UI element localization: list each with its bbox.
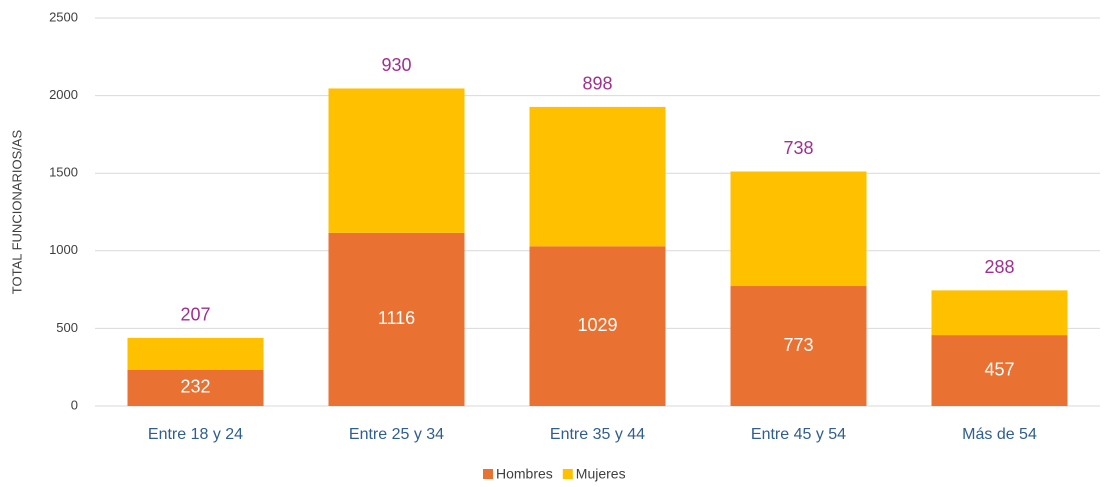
data-label: 207 xyxy=(180,305,210,325)
bar-segment xyxy=(931,290,1068,336)
y-axis-label: TOTAL FUNCIONARIOS/AS xyxy=(9,129,24,294)
legend-swatch xyxy=(483,469,493,479)
x-tick-label: Entre 18 y 24 xyxy=(148,426,243,443)
data-label: 232 xyxy=(180,377,210,397)
y-tick-label: 2500 xyxy=(49,9,78,24)
x-tick-label: Más de 54 xyxy=(962,426,1037,443)
bar-segment xyxy=(328,232,465,406)
legend-label: Mujeres xyxy=(576,466,626,482)
x-tick-label: Entre 45 y 54 xyxy=(751,426,846,443)
data-label: 773 xyxy=(783,335,813,355)
data-label: 1029 xyxy=(577,315,617,335)
x-tick-label: Entre 35 y 44 xyxy=(550,426,645,443)
bar-segment xyxy=(127,369,264,406)
data-label: 738 xyxy=(783,138,813,158)
legend-label: Hombres xyxy=(496,466,553,482)
bar-segment xyxy=(931,335,1068,406)
data-label: 1116 xyxy=(378,308,415,328)
data-label: 898 xyxy=(582,74,612,94)
y-tick-label: 500 xyxy=(56,320,78,335)
legend-swatch xyxy=(562,469,573,479)
bar-segment xyxy=(529,106,666,247)
bar-segment xyxy=(730,286,867,406)
data-label: 457 xyxy=(984,359,1014,379)
bar-segment xyxy=(127,337,264,370)
y-tick-label: 0 xyxy=(71,397,78,412)
y-tick-label: 1500 xyxy=(49,165,78,180)
y-tick-label: 1000 xyxy=(49,242,78,257)
bar-segment xyxy=(328,88,465,233)
bar-segment xyxy=(730,171,867,287)
data-label: 930 xyxy=(381,55,411,75)
y-tick-label: 2000 xyxy=(49,87,78,102)
bar-segment xyxy=(529,246,666,406)
x-tick-label: Entre 25 y 34 xyxy=(349,426,444,443)
data-label: 288 xyxy=(984,257,1014,277)
